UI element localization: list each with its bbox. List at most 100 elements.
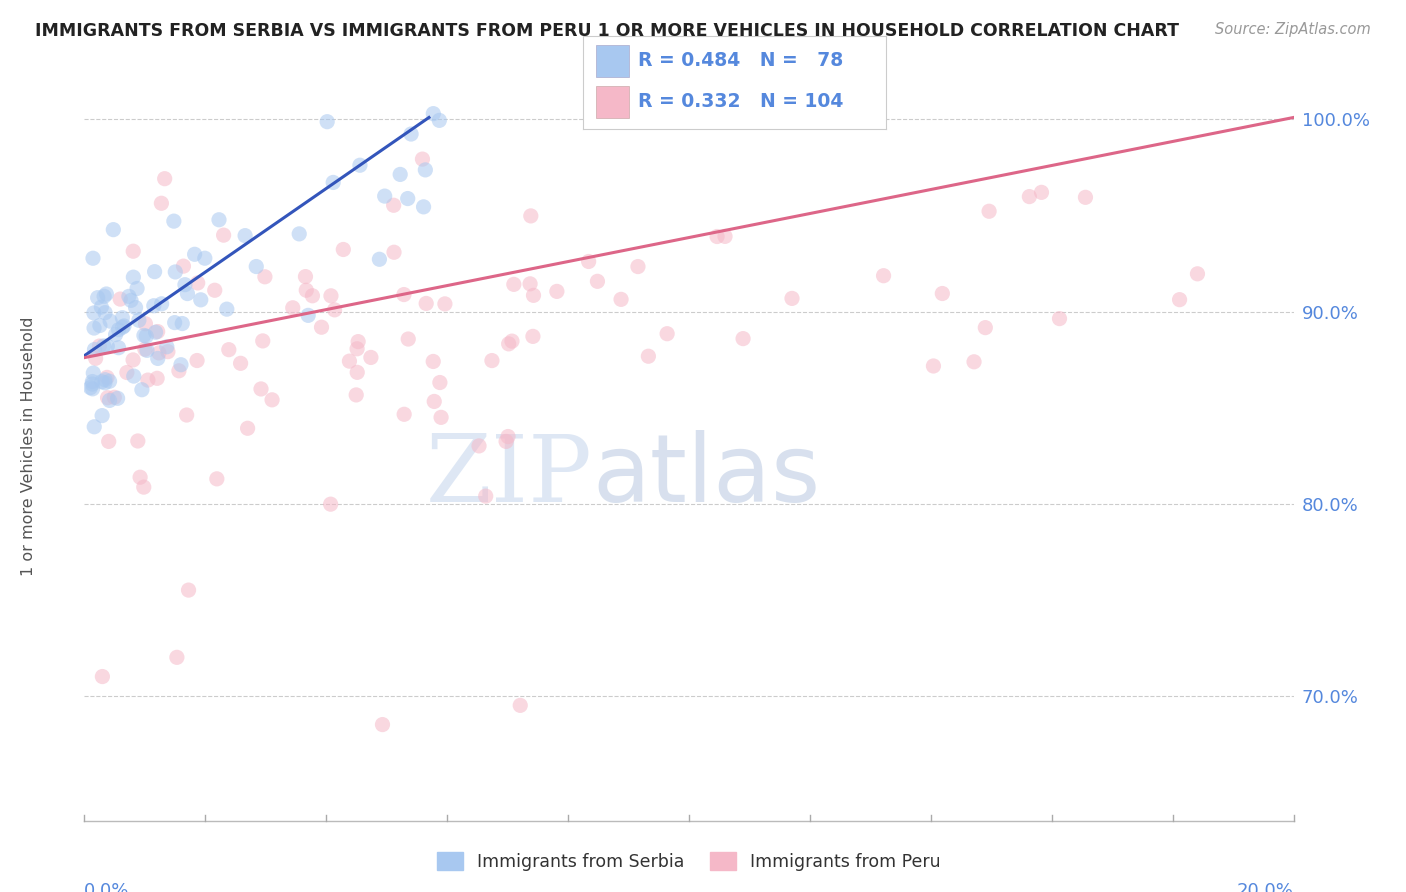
Point [90,375,112,389]
Point [502,277,524,292]
Point [94,306,117,320]
Point [82,366,104,380]
Point [90,300,112,314]
Point [83,306,105,320]
Point [96,339,118,353]
Point [347,334,370,349]
Point [319,497,342,511]
Point [520,209,543,223]
Point [399,127,422,141]
Point [128,313,150,327]
Point [172,317,194,331]
Point [136,373,159,387]
Point [132,480,155,494]
Text: ZIP: ZIP [426,431,592,521]
Point [546,285,568,299]
Point [96,287,118,301]
Point [1074,190,1097,204]
Point [176,286,198,301]
Legend: Immigrants from Serbia, Immigrants from Peru: Immigrants from Serbia, Immigrants from … [429,843,949,880]
Point [132,328,155,343]
Text: 0.0%: 0.0% [84,882,129,892]
Point [167,364,190,378]
Point [346,342,368,356]
Point [93,339,115,353]
Point [215,302,238,317]
Point [610,293,633,307]
Point [122,270,145,285]
Point [374,189,396,203]
Point [208,212,231,227]
Point [82,377,104,392]
Point [129,470,152,484]
Point [212,228,235,243]
Point [496,429,519,443]
Y-axis label: 1 or more Vehicles in Household: 1 or more Vehicles in Household [21,317,37,575]
Point [107,323,129,337]
Point [344,388,367,402]
Point [233,228,256,243]
Point [136,343,159,358]
Point [96,370,118,384]
Point [229,356,252,370]
Text: R = 0.332   N = 104: R = 0.332 N = 104 [638,92,844,111]
Point [963,355,986,369]
Point [319,289,342,303]
Point [415,162,437,177]
Point [115,366,138,380]
Point [501,334,523,348]
Point [176,408,198,422]
Point [382,198,405,212]
Point [111,320,134,334]
Point [156,340,179,354]
Point [83,419,105,434]
Point [250,382,273,396]
Point [150,196,173,211]
Point [79,381,101,395]
Point [346,365,368,379]
Point [107,341,129,355]
Point [82,382,104,396]
Point [103,390,125,404]
Point [323,302,346,317]
Point [89,339,111,353]
Point [931,286,953,301]
Point [148,346,170,360]
Point [301,289,323,303]
Point [922,359,945,373]
Point [131,383,153,397]
Point [415,296,437,310]
Point [349,158,371,172]
Point [281,301,304,315]
Bar [596,45,628,77]
Point [332,243,354,257]
Point [519,277,541,291]
Point [170,358,193,372]
Point [187,276,209,290]
Point [427,113,450,128]
Point [134,343,156,357]
Point [236,421,259,435]
Point [165,265,187,279]
Point [245,260,267,274]
Point [481,353,503,368]
Point [110,292,132,306]
Point [156,344,179,359]
Point [1168,293,1191,307]
Point [107,392,129,406]
Point [474,489,496,503]
Point [150,297,173,311]
Point [218,343,240,357]
Point [103,222,125,236]
Point [122,244,145,259]
Point [433,297,456,311]
Point [163,316,186,330]
Text: atlas: atlas [592,430,821,522]
Point [94,373,117,387]
Point [86,291,108,305]
Point [509,698,531,713]
Point [430,410,453,425]
Point [872,268,894,283]
Point [83,321,105,335]
Point [637,349,659,363]
